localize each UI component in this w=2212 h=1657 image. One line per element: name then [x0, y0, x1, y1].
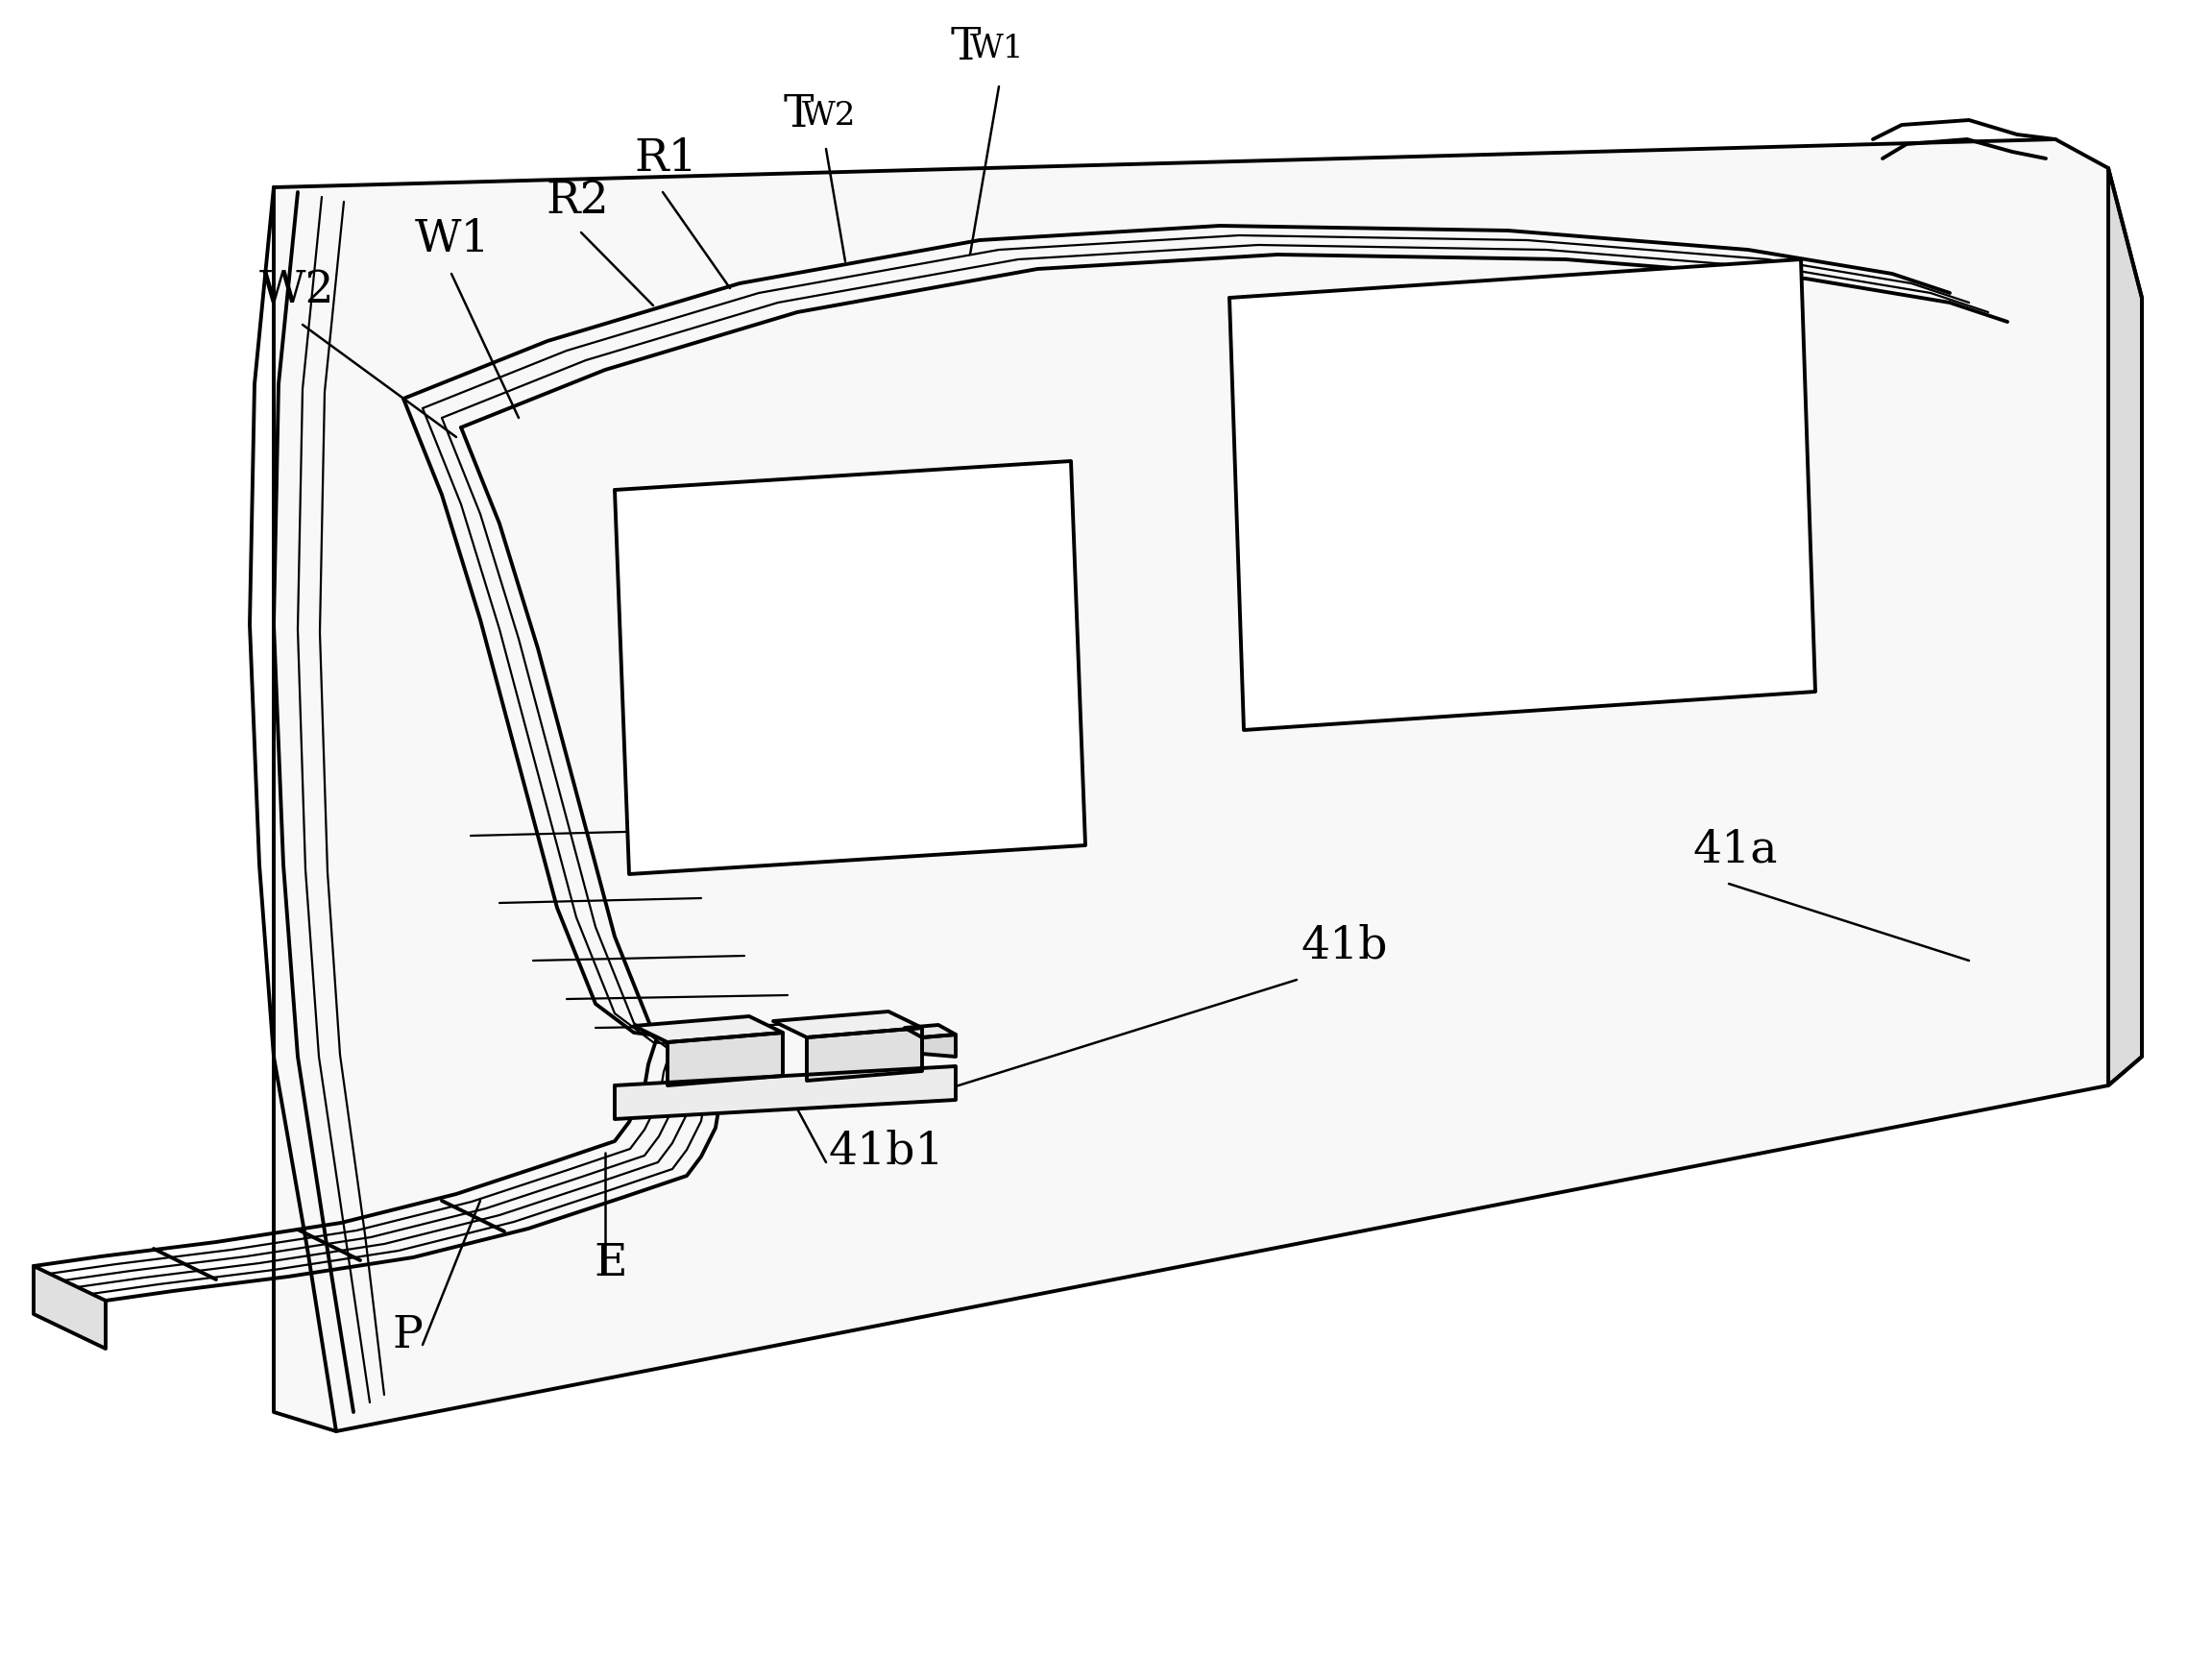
Polygon shape	[635, 1016, 783, 1042]
Text: W2: W2	[259, 268, 334, 312]
Text: T: T	[951, 25, 982, 70]
Polygon shape	[1230, 260, 1816, 731]
Text: P: P	[392, 1314, 422, 1357]
Text: 41b1: 41b1	[827, 1130, 945, 1173]
Polygon shape	[615, 461, 1086, 875]
Polygon shape	[615, 1065, 956, 1118]
Text: R1: R1	[635, 138, 697, 181]
Text: W2: W2	[801, 101, 856, 131]
Polygon shape	[2108, 167, 2141, 1085]
Text: T: T	[783, 93, 814, 136]
Text: 41b: 41b	[1301, 925, 1389, 968]
Text: E: E	[593, 1241, 626, 1286]
Polygon shape	[668, 1032, 783, 1085]
Polygon shape	[807, 1027, 922, 1080]
Text: 41a: 41a	[1692, 828, 1778, 872]
Polygon shape	[922, 1034, 956, 1057]
Polygon shape	[274, 139, 2141, 1432]
Polygon shape	[905, 1026, 956, 1037]
Text: W1: W1	[969, 33, 1024, 65]
Text: R2: R2	[546, 179, 608, 222]
Text: W1: W1	[416, 217, 491, 262]
Polygon shape	[33, 1266, 106, 1349]
Polygon shape	[774, 1011, 922, 1037]
